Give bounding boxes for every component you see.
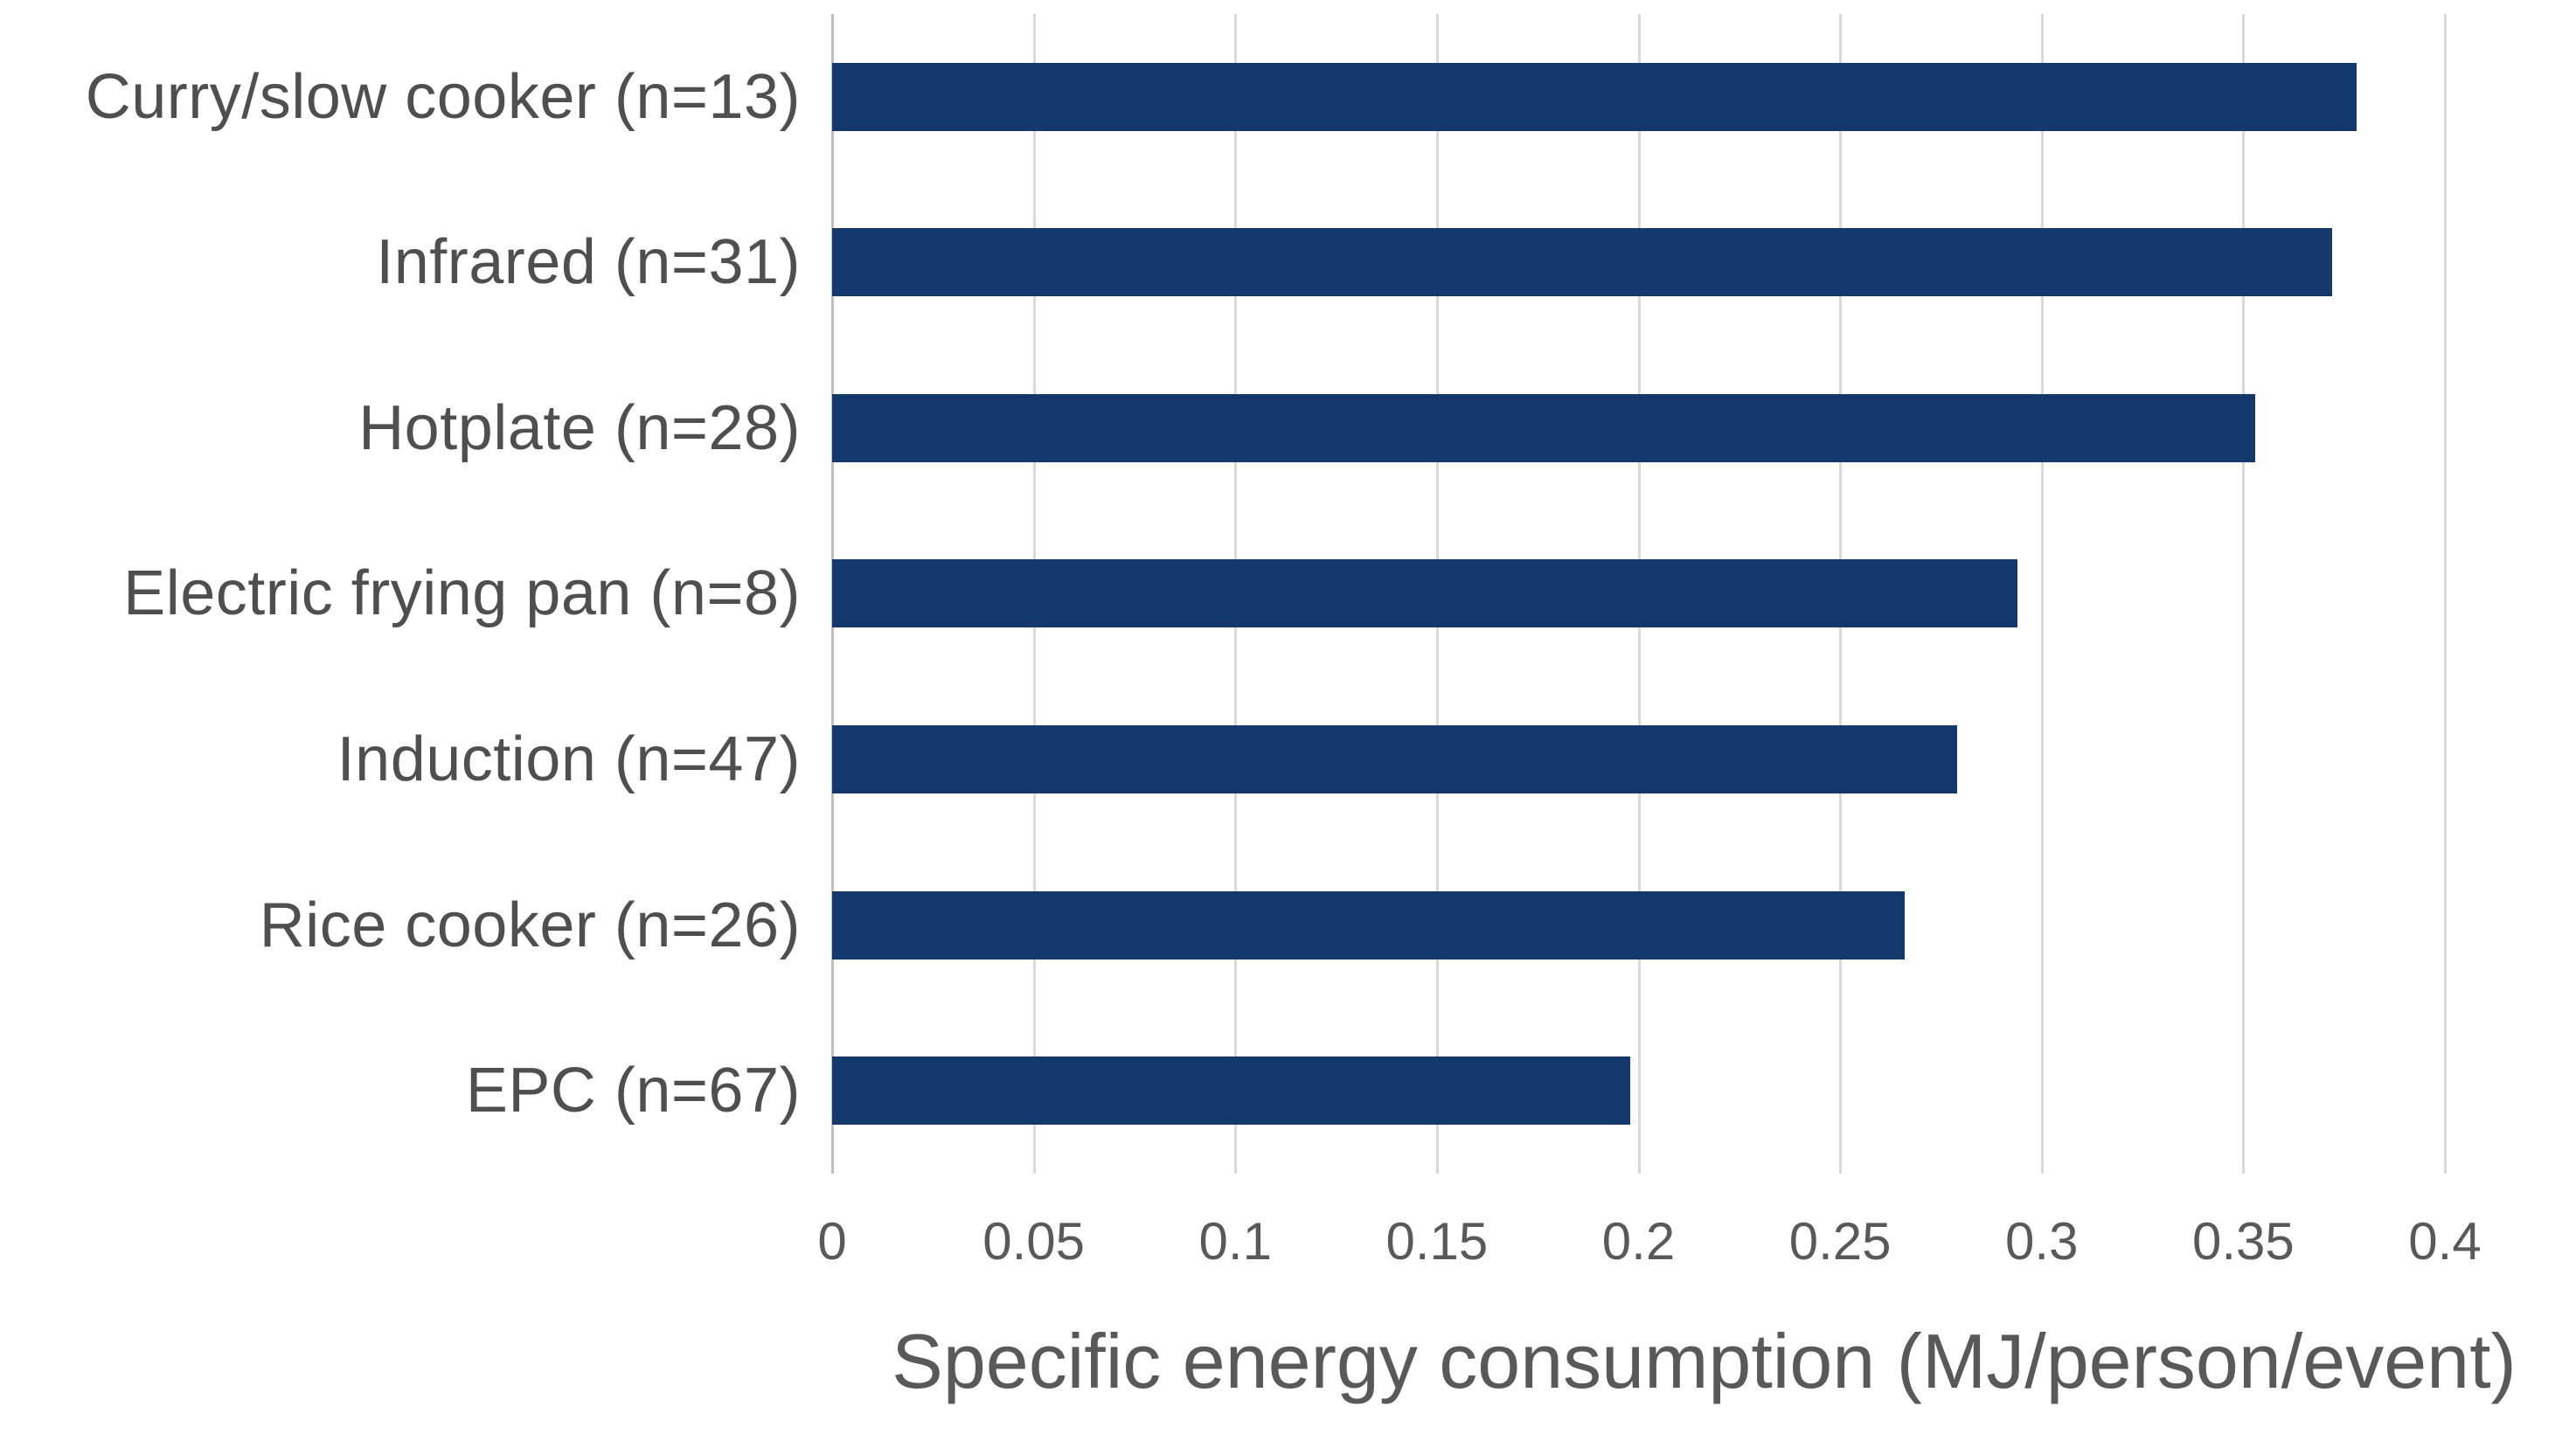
bar xyxy=(832,890,1905,960)
category-label: Electric frying pan (n=8) xyxy=(123,558,801,629)
gridline xyxy=(2040,14,2044,1174)
bar xyxy=(832,559,2018,628)
bar xyxy=(832,62,2357,131)
chart-row: Electric frying pan (n=8) xyxy=(0,511,2576,677)
chart-row: Curry/slow cooker (n=13) xyxy=(0,14,2576,180)
chart-row: EPC (n=67) xyxy=(0,1008,2576,1174)
x-tick-label: 0.3 xyxy=(2005,1212,2079,1271)
x-tick-label: 0.05 xyxy=(982,1212,1086,1271)
x-tick-label: 0.25 xyxy=(1788,1212,1892,1271)
chart-row: Rice cooker (n=26) xyxy=(0,842,2576,1008)
gridline xyxy=(2242,14,2246,1174)
category-label: Infrared (n=31) xyxy=(376,227,801,298)
category-label: Induction (n=47) xyxy=(337,724,801,795)
bar xyxy=(832,393,2256,462)
category-label: Curry/slow cooker (n=13) xyxy=(85,61,801,132)
x-tick-label: 0.15 xyxy=(1385,1212,1489,1271)
chart-row: Induction (n=47) xyxy=(0,676,2576,842)
bar xyxy=(832,1057,1631,1126)
plot-area: Curry/slow cooker (n=13) Infrared (n=31)… xyxy=(0,14,2576,1174)
x-axis-title: Specific energy consumption (MJ/person/e… xyxy=(892,1318,2517,1404)
chart-row: Hotplate (n=28) xyxy=(0,345,2576,511)
bar xyxy=(832,228,2332,297)
bar xyxy=(832,725,1957,794)
category-label: EPC (n=67) xyxy=(465,1056,801,1126)
category-label: Rice cooker (n=26) xyxy=(259,890,801,960)
x-tick-label: 0 xyxy=(817,1212,847,1271)
gridline xyxy=(2444,14,2447,1174)
x-tick-label: 0.2 xyxy=(1601,1212,1676,1271)
x-axis-ticks: 0 0.05 0.1 0.15 0.2 0.25 0.3 0.35 0.4 xyxy=(0,1210,2576,1280)
category-label: Hotplate (n=28) xyxy=(358,392,801,463)
x-tick-label: 0.1 xyxy=(1198,1212,1272,1271)
chart-row: Infrared (n=31) xyxy=(0,180,2576,346)
x-tick-label: 0.4 xyxy=(2408,1212,2482,1271)
x-tick-label: 0.35 xyxy=(2191,1212,2295,1271)
